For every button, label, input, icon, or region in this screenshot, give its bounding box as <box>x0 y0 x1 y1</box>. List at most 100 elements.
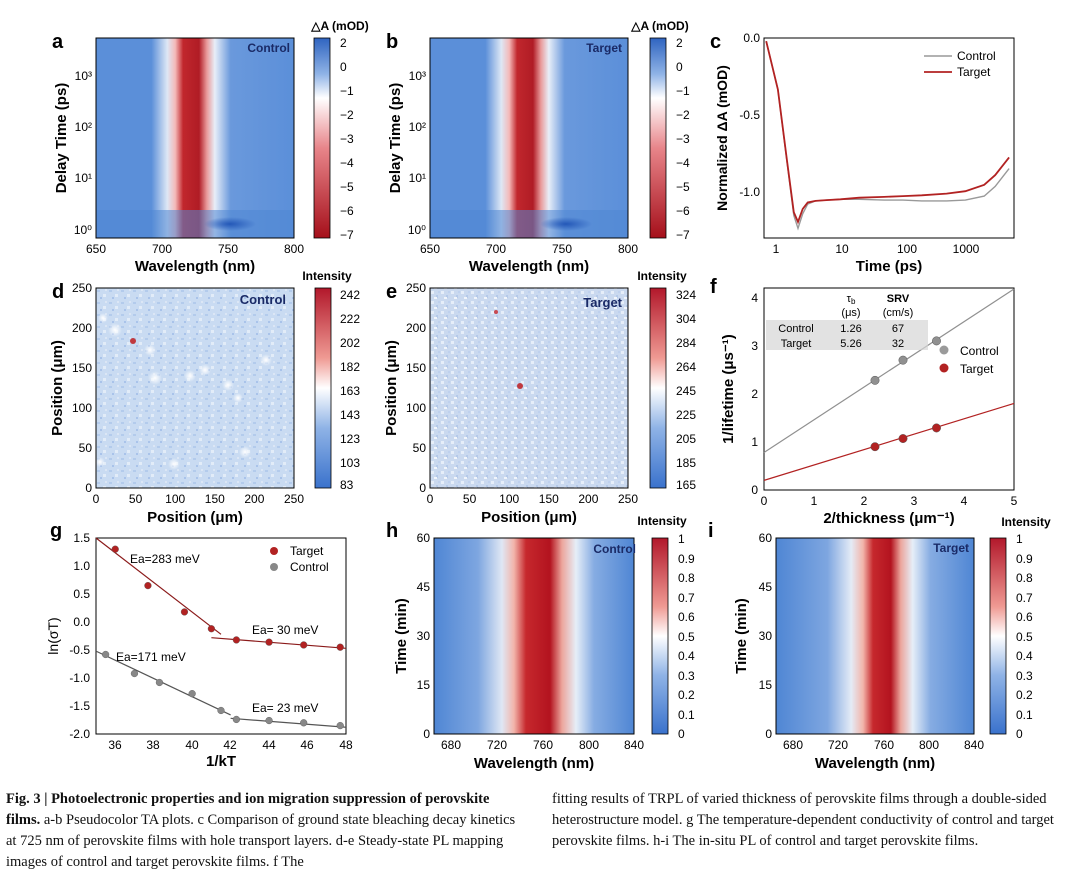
bright-spot <box>95 457 105 467</box>
colorbar-tick: 83 <box>340 478 354 492</box>
table-cell: 5.26 <box>840 338 861 350</box>
colorbar-tick: −4 <box>340 156 354 170</box>
colorbar-tick: −1 <box>676 84 690 98</box>
data-point-control <box>102 650 110 659</box>
y-tick-label: 10¹ <box>409 171 426 185</box>
y-tick-label: 0.0 <box>743 31 760 45</box>
colorbar-tick: 0 <box>1016 727 1023 741</box>
colorbar: Intensity 1 0.9 0.8 0.7 0.6 0.5 0.4 0.3 … <box>989 515 1051 741</box>
x-tick-label: 1 <box>773 242 780 256</box>
colorbar-tick: 0 <box>676 60 683 74</box>
y-axis: 0 1 2 3 4 1/lifetime (μs⁻¹) <box>720 291 758 497</box>
data-point-target <box>336 643 344 651</box>
y-tick-label: 0 <box>423 727 430 741</box>
panel-letter: f <box>710 276 717 298</box>
y-tick-label: 150 <box>406 361 426 375</box>
colorbar-tick: −3 <box>340 132 354 146</box>
x-tick-label: 10 <box>835 242 849 256</box>
x-tick-label: 48 <box>339 738 353 752</box>
colorbar-tick: 163 <box>340 384 360 398</box>
colorbar-tick: 2 <box>676 36 683 50</box>
panel-letter: b <box>386 31 398 53</box>
plot-frame <box>429 37 629 239</box>
data-point-control <box>300 719 308 727</box>
y-axis: 1.5 1.0 0.5 0.0 -0.5 -1.0 -1.5 -2.0 ln(σ… <box>45 531 90 741</box>
data-point-control <box>155 678 164 687</box>
colorbar-tick: −1 <box>340 84 354 98</box>
x-tick-label: 840 <box>964 738 984 752</box>
colorbar-tick: 0.4 <box>678 649 695 663</box>
y-tick-label: -1.5 <box>69 699 90 713</box>
colorbar-tick: 0.1 <box>678 708 695 722</box>
x-axis: 0 50 100 150 200 250 Position (μm) <box>93 492 305 526</box>
x-tick-label: 100 <box>897 242 917 256</box>
sample-tag: Target <box>586 41 622 55</box>
y-tick-label: 0 <box>85 481 92 495</box>
y-tick-label: 10¹ <box>75 171 92 185</box>
colorbar-scale <box>989 537 1007 735</box>
caption-column-right: fitting results of TRPL of varied thickn… <box>552 789 1070 852</box>
data-point-control <box>130 669 139 678</box>
bright-spots <box>95 313 272 470</box>
y-tick-label: 3 <box>751 339 758 353</box>
data-point-control <box>870 375 880 385</box>
colorbar-tick: 0.6 <box>678 610 695 624</box>
line-series-group <box>765 40 1010 231</box>
panel-b: b Target 650 700 750 800 Wavelength (nm)… <box>386 19 690 275</box>
colorbar-tick: 185 <box>676 456 696 470</box>
sample-tag: Control <box>240 292 286 307</box>
colorbar-tick: −7 <box>340 228 354 242</box>
y-tick-label: 10⁰ <box>408 223 426 237</box>
panel-letter: i <box>708 520 714 542</box>
caption-column-left: Fig. 3 | Photoelectronic properties and … <box>6 789 524 873</box>
fit-line-control <box>95 650 231 716</box>
y-tick-label: 50 <box>413 441 427 455</box>
y-tick-label: 45 <box>417 580 431 594</box>
series-line-target <box>765 40 1010 225</box>
pl-map <box>96 288 294 488</box>
x-tick-label: 680 <box>441 738 461 752</box>
y-tick-label: 1 <box>751 435 758 449</box>
x-tick-label: 760 <box>874 738 894 752</box>
bright-spot <box>222 379 234 391</box>
bright-spot <box>168 458 180 470</box>
y-tick-label: 0.5 <box>73 587 90 601</box>
colorbar-scale <box>651 537 669 735</box>
colorbar-tick: 0.2 <box>1016 688 1033 702</box>
y-axis-title: Time (min) <box>733 598 750 674</box>
sample-tag: Control <box>247 41 290 55</box>
colorbar-tick: 0.3 <box>678 669 695 683</box>
colorbar-tick: −2 <box>676 108 690 122</box>
colorbar-title: Intensity <box>1001 515 1051 529</box>
pl-heatmap <box>776 538 974 734</box>
colorbar-tick: 0.9 <box>678 552 695 566</box>
colorbar-tick: 0 <box>340 60 347 74</box>
colorbar-tick: 0.2 <box>678 688 695 702</box>
colorbar-tick: 242 <box>340 288 360 302</box>
colorbar-tick: 0.7 <box>678 591 695 605</box>
y-axis-title: Position (μm) <box>383 340 400 436</box>
x-tick-label: 0 <box>93 492 100 506</box>
y-tick-label: 1.0 <box>73 559 90 573</box>
table-header-unit: (cm/s) <box>883 307 914 319</box>
x-tick-label: 46 <box>300 738 314 752</box>
colorbar: Intensity 324 304 284 264 245 225 205 18… <box>637 269 696 492</box>
table-cell: 32 <box>892 338 904 350</box>
colorbar-tick: 264 <box>676 360 696 374</box>
colorbar-tick: 103 <box>340 456 360 470</box>
x-axis-title: Time (ps) <box>856 258 922 275</box>
bright-spot <box>184 370 196 382</box>
y-tick-label: 30 <box>759 629 773 643</box>
scatter-series-group <box>95 537 347 730</box>
x-axis-title: 1/kT <box>206 753 236 770</box>
colorbar-tick: 1 <box>1016 532 1023 546</box>
y-axis: 10⁰ 10¹ 10² 10³ Delay Time (ps) <box>387 69 426 237</box>
x-tick-label: 200 <box>244 492 264 506</box>
colorbar-tick: 202 <box>340 336 360 350</box>
sample-tag: Target <box>583 295 622 310</box>
x-tick-label: 5 <box>1011 494 1018 508</box>
colorbar-tick: 0.1 <box>1016 708 1033 722</box>
colorbar-tick: 165 <box>676 478 696 492</box>
panel-c: c 1 10 100 1000 Time (ps) 0.0 -0.5 -1.0 … <box>710 31 1015 275</box>
figure-canvas: a Control 650 700 750 800 Wavelength (nm… <box>45 19 1051 772</box>
